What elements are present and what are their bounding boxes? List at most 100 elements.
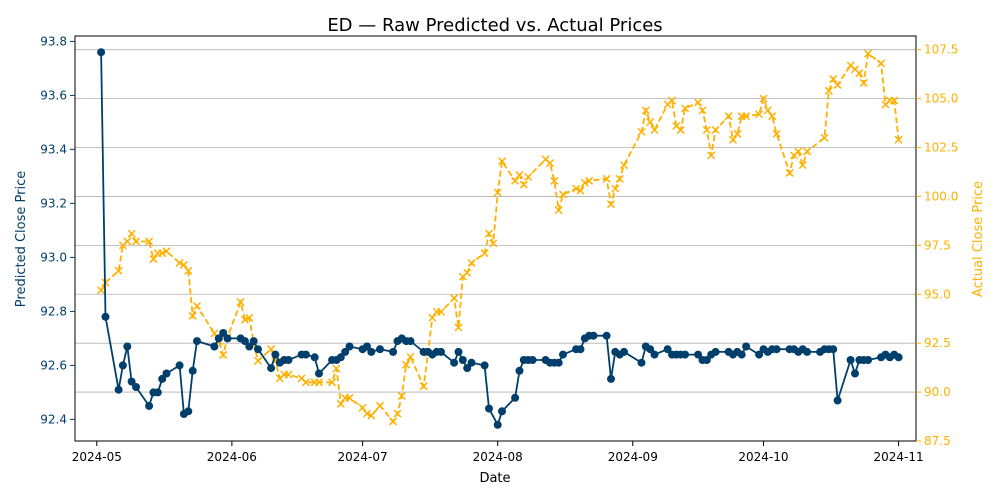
x-tick-label: 2024-05 <box>72 450 122 464</box>
predicted-price-point <box>702 356 711 364</box>
actual-price-point <box>192 301 202 311</box>
predicted-price-point <box>602 331 611 340</box>
actual-price-point <box>890 96 899 105</box>
actual-price-point <box>894 135 903 144</box>
predicted-price-point <box>646 345 655 354</box>
predicted-price-line <box>100 52 900 428</box>
predicted-price-point <box>803 347 812 356</box>
predicted-price-point <box>363 342 371 351</box>
predicted-price-point <box>254 345 262 354</box>
x-tick-label: 2024-08 <box>473 450 523 464</box>
actual-price-point <box>855 69 864 78</box>
predicted-price-point <box>528 356 537 364</box>
actual-price-point <box>772 129 781 138</box>
actual-price-point <box>149 255 158 264</box>
actual-price-point <box>219 350 228 359</box>
predicted-price-point <box>607 374 615 383</box>
predicted-price-point <box>772 345 781 354</box>
actual-price-point <box>585 176 594 185</box>
actual-price-point <box>576 186 585 195</box>
predicted-price-point <box>315 369 323 378</box>
predicted-price-point <box>454 347 463 356</box>
actual-price-point <box>667 96 677 105</box>
actual-price-point <box>711 125 720 134</box>
actual-price-point <box>184 266 193 275</box>
y-left-tick-label: 93.8 <box>40 34 67 48</box>
predicted-price-point <box>450 358 459 367</box>
predicted-price-point <box>145 401 154 410</box>
predicted-price-point <box>162 369 171 378</box>
actual-price-point <box>375 401 385 410</box>
y-left-tick-label: 93.0 <box>40 250 67 264</box>
actual-price-point <box>114 266 123 275</box>
actual-price-point <box>702 125 711 134</box>
actual-price-point <box>620 161 629 170</box>
actual-price-point <box>580 178 589 187</box>
actual-price-line <box>100 51 900 423</box>
actual-price-point <box>188 311 197 320</box>
actual-price-point <box>524 172 533 181</box>
actual-price-point <box>646 118 655 127</box>
actual-price-point <box>345 393 354 402</box>
y-left-tick-label: 93.4 <box>40 142 67 156</box>
actual-price-point <box>301 378 310 387</box>
predicted-price-point <box>240 337 249 346</box>
actual-price-point <box>467 258 476 267</box>
actual-price-point <box>314 378 324 387</box>
predicted-price-point <box>249 337 258 346</box>
predicted-price-point <box>153 388 162 397</box>
predicted-price-point <box>132 383 140 391</box>
predicted-price-point <box>742 342 751 351</box>
actual-price-point <box>253 356 263 365</box>
actual-price-point <box>824 86 833 95</box>
actual-price-point <box>236 298 245 307</box>
y-left-tick-label: 93.2 <box>40 196 67 210</box>
actual-price-point <box>637 127 646 136</box>
x-tick-label: 2024-10 <box>738 450 788 464</box>
actual-price-point <box>559 190 568 199</box>
actual-price-point <box>572 184 581 193</box>
y-left-tick-label: 92.8 <box>40 304 67 318</box>
predicted-price-series <box>97 48 903 429</box>
actual-price-point <box>454 323 463 332</box>
actual-price-point <box>480 249 489 258</box>
predicted-price-point <box>589 331 598 340</box>
predicted-price-point <box>219 329 228 337</box>
actual-price-point <box>681 104 690 113</box>
chart-title: ED — Raw Predicted vs. Actual Prices <box>327 15 662 36</box>
predicted-price-point <box>336 353 345 362</box>
actual-price-point <box>389 417 398 426</box>
x-tick-label: 2024-11 <box>873 450 923 464</box>
actual-price-point <box>284 370 293 379</box>
actual-price-point <box>493 188 502 197</box>
actual-price-point <box>419 382 428 391</box>
actual-price-point <box>123 237 132 246</box>
actual-price-point <box>367 411 376 420</box>
actual-price-point <box>803 147 812 156</box>
actual-price-point <box>358 403 367 412</box>
predicted-price-point <box>681 350 690 359</box>
predicted-price-point <box>894 353 903 362</box>
predicted-price-point <box>271 350 280 359</box>
predicted-price-point <box>694 350 703 359</box>
predicted-price-point <box>559 350 567 359</box>
predicted-price-point <box>511 393 520 402</box>
y-right-tick-label: 95.0 <box>924 287 951 301</box>
actual-price-point <box>611 184 620 193</box>
predicted-price-point <box>193 337 201 346</box>
actual-price-point <box>602 174 611 183</box>
actual-price-point <box>162 247 171 256</box>
predicted-price-point <box>480 361 489 370</box>
actual-price-point <box>498 157 507 166</box>
actual-price-point <box>742 112 751 121</box>
predicted-price-point <box>123 342 132 351</box>
actual-price-point <box>676 125 685 134</box>
predicted-price-point <box>846 356 855 364</box>
y-right-tick-label: 105.0 <box>924 92 958 106</box>
actual-price-point <box>158 249 167 258</box>
actual-price-point <box>240 315 249 324</box>
predicted-price-point <box>345 342 354 351</box>
actual-price-point <box>694 98 703 107</box>
actual-price-point <box>179 260 188 269</box>
